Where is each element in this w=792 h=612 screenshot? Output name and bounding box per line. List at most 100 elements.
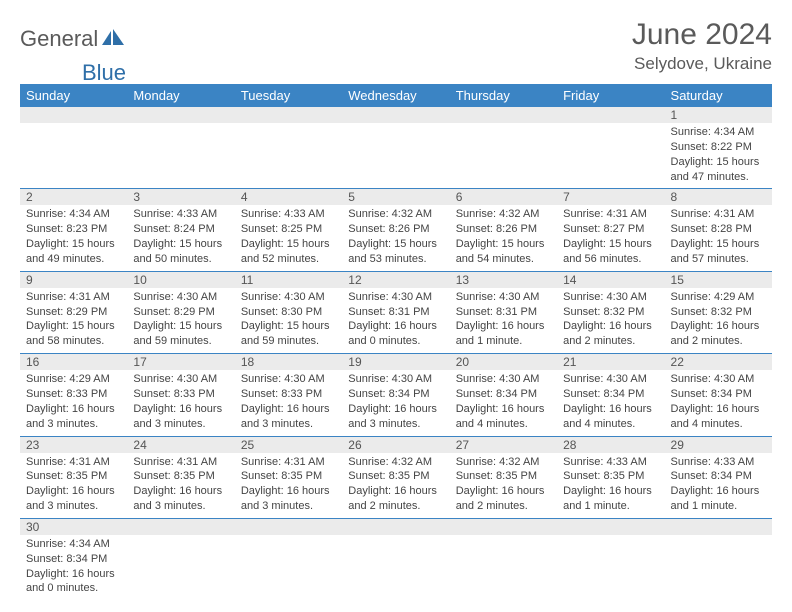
detail-row: Sunrise: 4:34 AM Sunset: 8:23 PM Dayligh… bbox=[20, 205, 772, 271]
day-number bbox=[235, 107, 342, 123]
weekday-header: Tuesday bbox=[235, 84, 342, 107]
day-number: 22 bbox=[665, 354, 772, 371]
day-detail bbox=[450, 535, 557, 600]
day-number: 6 bbox=[450, 189, 557, 206]
daynum-row: 1 bbox=[20, 107, 772, 123]
day-detail: Sunrise: 4:34 AM Sunset: 8:22 PM Dayligh… bbox=[665, 123, 772, 189]
day-detail: Sunrise: 4:30 AM Sunset: 8:32 PM Dayligh… bbox=[557, 288, 664, 354]
day-detail: Sunrise: 4:30 AM Sunset: 8:33 PM Dayligh… bbox=[235, 370, 342, 436]
brand-part2: Blue bbox=[82, 60, 126, 85]
day-number: 25 bbox=[235, 436, 342, 453]
day-detail: Sunrise: 4:33 AM Sunset: 8:34 PM Dayligh… bbox=[665, 453, 772, 519]
day-number: 27 bbox=[450, 436, 557, 453]
day-number bbox=[450, 518, 557, 535]
brand-logo: General bbox=[20, 18, 128, 52]
day-detail: Sunrise: 4:30 AM Sunset: 8:34 PM Dayligh… bbox=[665, 370, 772, 436]
day-detail: Sunrise: 4:29 AM Sunset: 8:32 PM Dayligh… bbox=[665, 288, 772, 354]
day-number: 2 bbox=[20, 189, 127, 206]
weekday-header: Friday bbox=[557, 84, 664, 107]
day-detail bbox=[665, 535, 772, 600]
day-detail: Sunrise: 4:34 AM Sunset: 8:23 PM Dayligh… bbox=[20, 205, 127, 271]
day-number: 14 bbox=[557, 271, 664, 288]
day-number bbox=[342, 518, 449, 535]
weekday-header-row: Sunday Monday Tuesday Wednesday Thursday… bbox=[20, 84, 772, 107]
day-detail: Sunrise: 4:30 AM Sunset: 8:31 PM Dayligh… bbox=[450, 288, 557, 354]
day-detail bbox=[127, 535, 234, 600]
calendar-table: Sunday Monday Tuesday Wednesday Thursday… bbox=[20, 84, 772, 600]
calendar-body: 1 Sunrise: 4:34 AM Sunset: 8:22 PM Dayli… bbox=[20, 107, 772, 600]
day-number bbox=[127, 518, 234, 535]
day-number bbox=[557, 107, 664, 123]
day-detail: Sunrise: 4:30 AM Sunset: 8:31 PM Dayligh… bbox=[342, 288, 449, 354]
detail-row: Sunrise: 4:34 AM Sunset: 8:34 PM Dayligh… bbox=[20, 535, 772, 600]
day-number: 26 bbox=[342, 436, 449, 453]
day-number bbox=[20, 107, 127, 123]
day-detail bbox=[342, 535, 449, 600]
title-block: June 2024 Selydove, Ukraine bbox=[632, 18, 772, 74]
day-detail: Sunrise: 4:31 AM Sunset: 8:35 PM Dayligh… bbox=[235, 453, 342, 519]
month-title: June 2024 bbox=[632, 18, 772, 52]
detail-row: Sunrise: 4:34 AM Sunset: 8:22 PM Dayligh… bbox=[20, 123, 772, 189]
daynum-row: 23 24 25 26 27 28 29 bbox=[20, 436, 772, 453]
day-detail: Sunrise: 4:30 AM Sunset: 8:33 PM Dayligh… bbox=[127, 370, 234, 436]
day-number: 15 bbox=[665, 271, 772, 288]
day-detail: Sunrise: 4:31 AM Sunset: 8:35 PM Dayligh… bbox=[20, 453, 127, 519]
day-number bbox=[235, 518, 342, 535]
day-number: 10 bbox=[127, 271, 234, 288]
day-number: 16 bbox=[20, 354, 127, 371]
day-detail bbox=[450, 123, 557, 189]
day-number: 28 bbox=[557, 436, 664, 453]
day-detail: Sunrise: 4:32 AM Sunset: 8:35 PM Dayligh… bbox=[342, 453, 449, 519]
day-number: 1 bbox=[665, 107, 772, 123]
detail-row: Sunrise: 4:29 AM Sunset: 8:33 PM Dayligh… bbox=[20, 370, 772, 436]
day-number: 20 bbox=[450, 354, 557, 371]
day-detail bbox=[235, 123, 342, 189]
day-detail bbox=[20, 123, 127, 189]
day-detail: Sunrise: 4:30 AM Sunset: 8:30 PM Dayligh… bbox=[235, 288, 342, 354]
day-number: 21 bbox=[557, 354, 664, 371]
day-detail bbox=[127, 123, 234, 189]
day-detail: Sunrise: 4:31 AM Sunset: 8:35 PM Dayligh… bbox=[127, 453, 234, 519]
day-detail bbox=[557, 535, 664, 600]
day-number: 17 bbox=[127, 354, 234, 371]
day-number bbox=[127, 107, 234, 123]
daynum-row: 2 3 4 5 6 7 8 bbox=[20, 189, 772, 206]
day-detail: Sunrise: 4:29 AM Sunset: 8:33 PM Dayligh… bbox=[20, 370, 127, 436]
day-number: 30 bbox=[20, 518, 127, 535]
day-number: 7 bbox=[557, 189, 664, 206]
location-label: Selydove, Ukraine bbox=[632, 54, 772, 74]
page-header: General June 2024 Selydove, Ukraine bbox=[20, 18, 772, 74]
day-number bbox=[665, 518, 772, 535]
day-detail: Sunrise: 4:31 AM Sunset: 8:27 PM Dayligh… bbox=[557, 205, 664, 271]
day-detail: Sunrise: 4:30 AM Sunset: 8:34 PM Dayligh… bbox=[342, 370, 449, 436]
day-detail: Sunrise: 4:30 AM Sunset: 8:34 PM Dayligh… bbox=[557, 370, 664, 436]
day-detail: Sunrise: 4:30 AM Sunset: 8:29 PM Dayligh… bbox=[127, 288, 234, 354]
day-number: 3 bbox=[127, 189, 234, 206]
day-detail: Sunrise: 4:33 AM Sunset: 8:24 PM Dayligh… bbox=[127, 205, 234, 271]
day-number: 18 bbox=[235, 354, 342, 371]
day-detail: Sunrise: 4:32 AM Sunset: 8:26 PM Dayligh… bbox=[450, 205, 557, 271]
daynum-row: 16 17 18 19 20 21 22 bbox=[20, 354, 772, 371]
day-number bbox=[342, 107, 449, 123]
day-detail bbox=[235, 535, 342, 600]
day-number: 29 bbox=[665, 436, 772, 453]
day-number bbox=[450, 107, 557, 123]
day-detail: Sunrise: 4:30 AM Sunset: 8:34 PM Dayligh… bbox=[450, 370, 557, 436]
day-number: 9 bbox=[20, 271, 127, 288]
detail-row: Sunrise: 4:31 AM Sunset: 8:29 PM Dayligh… bbox=[20, 288, 772, 354]
detail-row: Sunrise: 4:31 AM Sunset: 8:35 PM Dayligh… bbox=[20, 453, 772, 519]
day-detail: Sunrise: 4:34 AM Sunset: 8:34 PM Dayligh… bbox=[20, 535, 127, 600]
day-number: 12 bbox=[342, 271, 449, 288]
day-detail bbox=[342, 123, 449, 189]
weekday-header: Saturday bbox=[665, 84, 772, 107]
day-number: 11 bbox=[235, 271, 342, 288]
day-number bbox=[557, 518, 664, 535]
day-detail: Sunrise: 4:32 AM Sunset: 8:35 PM Dayligh… bbox=[450, 453, 557, 519]
day-detail bbox=[557, 123, 664, 189]
day-number: 23 bbox=[20, 436, 127, 453]
daynum-row: 9 10 11 12 13 14 15 bbox=[20, 271, 772, 288]
day-detail: Sunrise: 4:33 AM Sunset: 8:25 PM Dayligh… bbox=[235, 205, 342, 271]
day-detail: Sunrise: 4:31 AM Sunset: 8:28 PM Dayligh… bbox=[665, 205, 772, 271]
day-number: 19 bbox=[342, 354, 449, 371]
day-number: 13 bbox=[450, 271, 557, 288]
